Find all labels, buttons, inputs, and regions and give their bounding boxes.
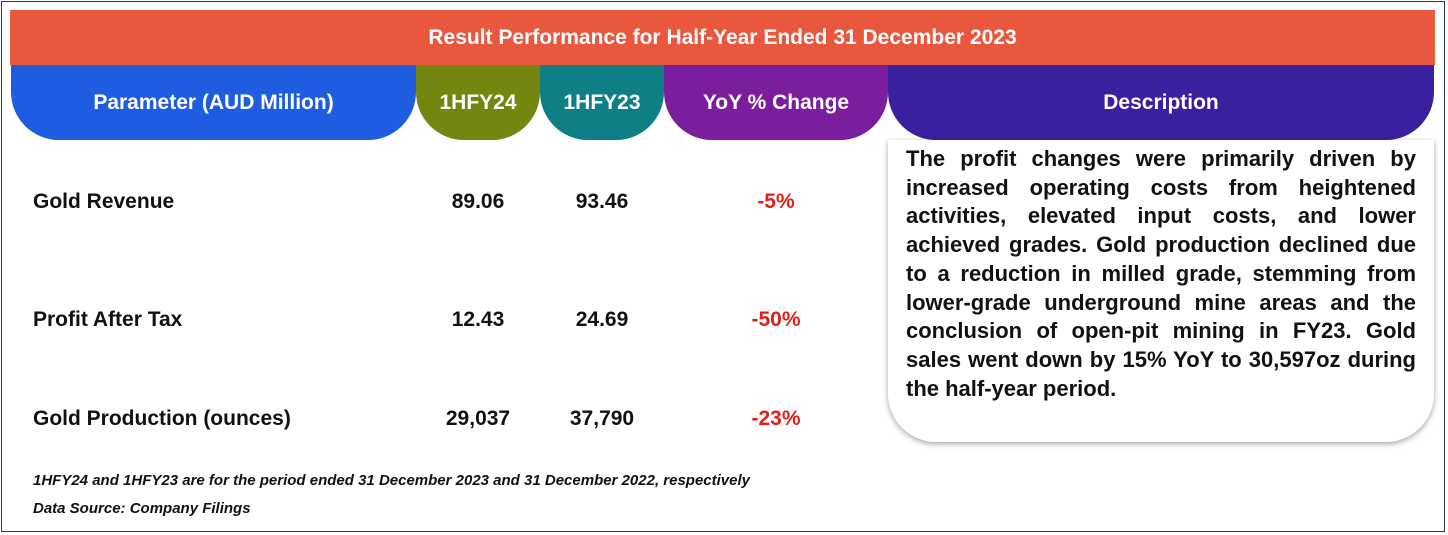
header-description: Description xyxy=(888,65,1434,140)
data-source-note: Data Source: Company Filings xyxy=(33,500,251,517)
row-label-gold-production: Gold Production (ounces) xyxy=(33,407,291,430)
description-box: The profit changes were primarily driven… xyxy=(888,140,1434,442)
cell-profit-after-tax-1hfy24: 12.43 xyxy=(451,308,505,331)
description-text: The profit changes were primarily driven… xyxy=(906,146,1416,401)
period-footnote: 1HFY24 and 1HFY23 are for the period end… xyxy=(33,472,751,489)
header-yoy-change: YoY % Change xyxy=(664,65,888,140)
cell-gold-revenue-1hfy24: 89.06 xyxy=(451,190,505,213)
cell-profit-after-tax-1hfy23: 24.69 xyxy=(575,308,629,331)
header-1hfy24: 1HFY24 xyxy=(416,65,540,140)
cell-gold-production-1hfy24: 29,037 xyxy=(445,407,511,430)
row-label-gold-revenue: Gold Revenue xyxy=(33,190,175,213)
cell-gold-revenue-yoy: -5% xyxy=(757,190,795,213)
header-1hfy23: 1HFY23 xyxy=(540,65,664,140)
table-title: Result Performance for Half-Year Ended 3… xyxy=(10,10,1435,65)
cell-profit-after-tax-yoy: -50% xyxy=(751,308,801,331)
row-label-profit-after-tax: Profit After Tax xyxy=(33,308,183,331)
cell-gold-production-1hfy23: 37,790 xyxy=(569,407,635,430)
header-parameter: Parameter (AUD Million) xyxy=(11,65,416,140)
cell-gold-production-yoy: -23% xyxy=(751,407,801,430)
cell-gold-revenue-1hfy23: 93.46 xyxy=(575,190,629,213)
